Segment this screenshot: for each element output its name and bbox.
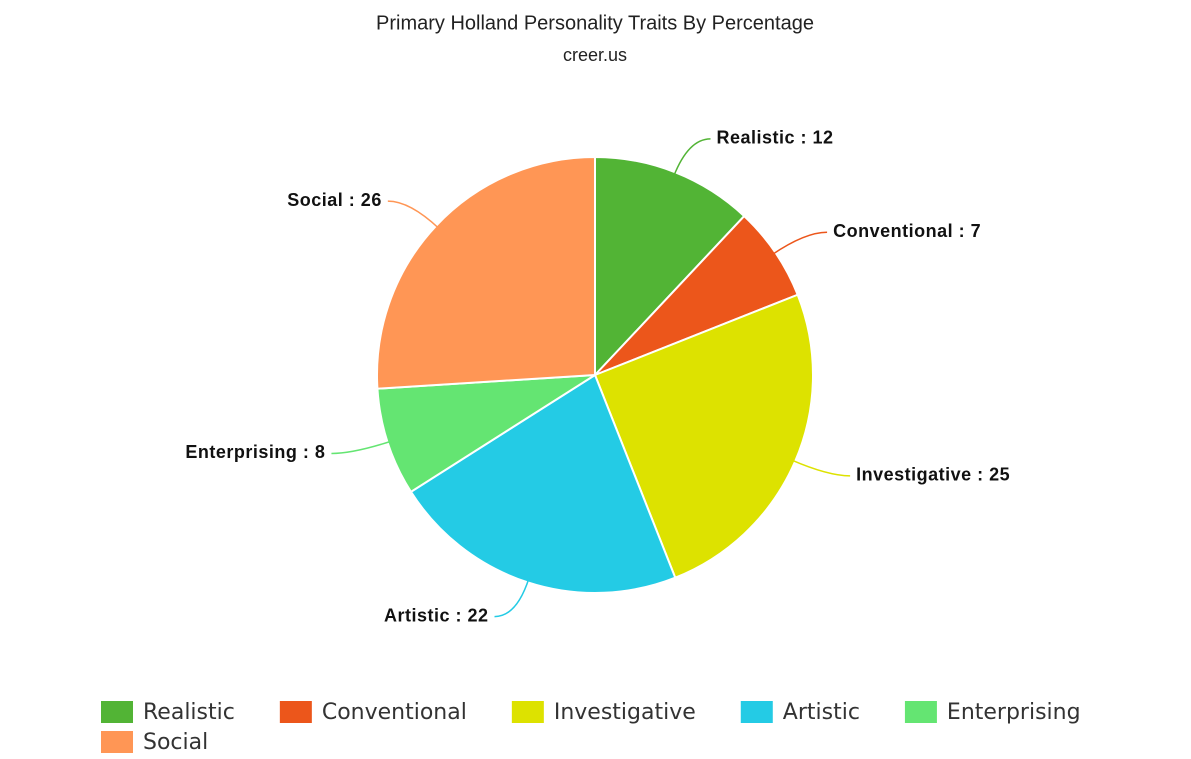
chart-subtitle: creer.us bbox=[563, 45, 627, 65]
legend-swatch bbox=[101, 701, 133, 723]
legend-swatch bbox=[740, 701, 773, 723]
legend-swatch bbox=[904, 701, 937, 723]
connector bbox=[494, 578, 530, 618]
connector bbox=[791, 459, 851, 477]
connector bbox=[387, 200, 440, 230]
data-label: Artistic : 22 bbox=[384, 605, 489, 625]
connector bbox=[771, 231, 828, 256]
data-label: Conventional : 7 bbox=[833, 221, 981, 241]
legend-label: Enterprising bbox=[947, 700, 1081, 725]
legend-label: Social bbox=[143, 730, 208, 755]
legend-label: Artistic bbox=[783, 700, 860, 725]
legend-label: Realistic bbox=[143, 700, 235, 725]
chart-title: Primary Holland Personality Traits By Pe… bbox=[376, 12, 814, 34]
pie-slice bbox=[376, 155, 596, 390]
legend-label: Investigative bbox=[554, 700, 696, 725]
legend-swatch bbox=[511, 701, 544, 723]
data-label: Enterprising : 8 bbox=[185, 442, 325, 462]
legend-swatch bbox=[101, 731, 133, 753]
legend-swatch bbox=[279, 701, 312, 723]
data-label: Investigative : 25 bbox=[856, 465, 1010, 485]
data-label: Realistic : 12 bbox=[717, 128, 834, 148]
legend-label: Conventional bbox=[322, 700, 467, 725]
connector bbox=[331, 440, 392, 455]
data-label: Social : 26 bbox=[287, 190, 382, 210]
connector bbox=[673, 138, 711, 177]
